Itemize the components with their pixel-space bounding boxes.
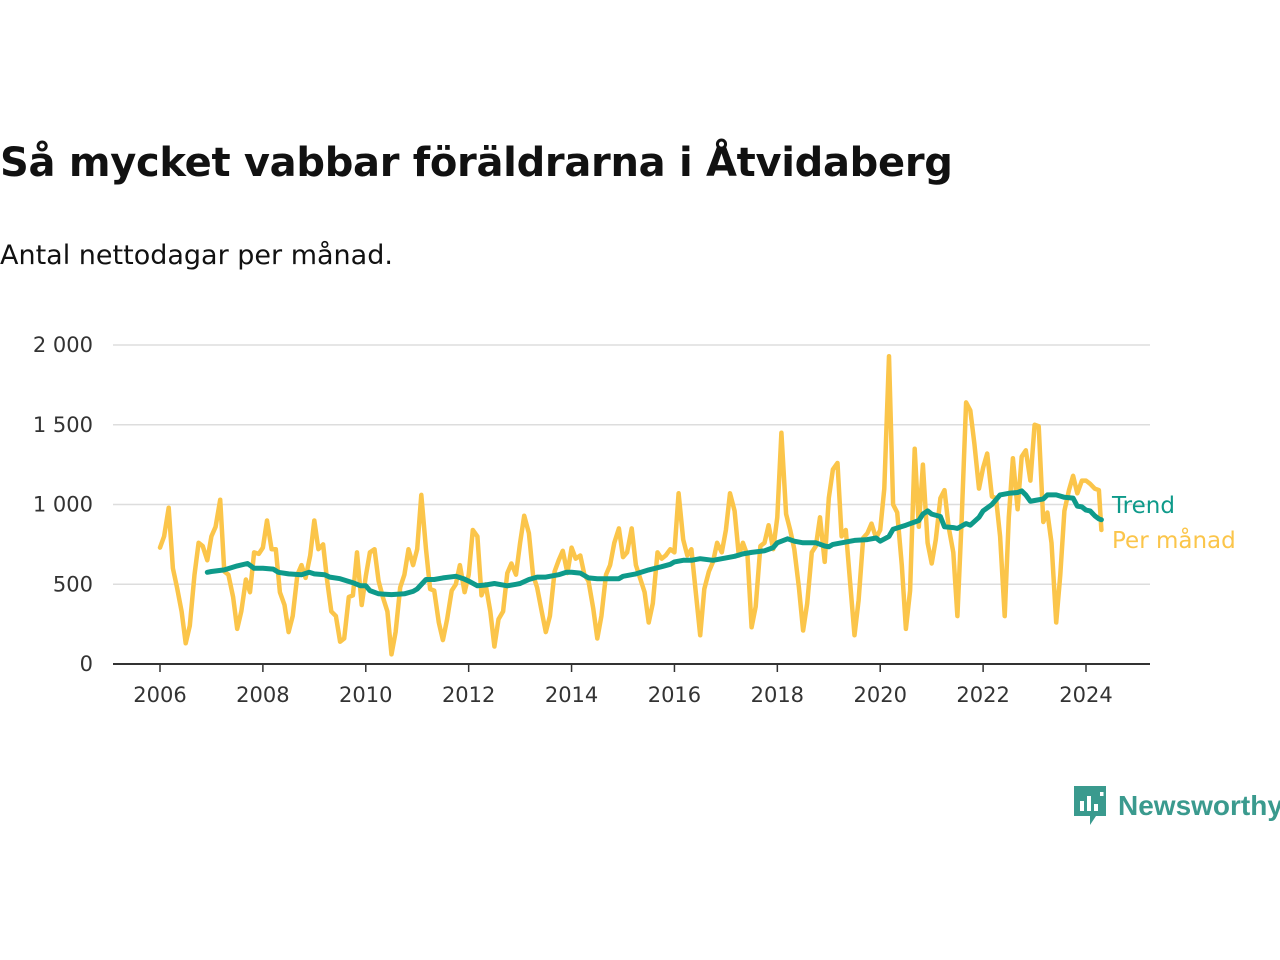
brand-logo: Newsworthy — [1072, 784, 1280, 828]
line-chart: 0 500 1 000 1 500 2 000 2006 2008 2010 2012 2014… — [33, 333, 1236, 707]
series-label: Trend — [1111, 493, 1175, 519]
series-label: Per månad — [1112, 526, 1236, 554]
brand-name: Newsworthy — [1118, 790, 1280, 821]
y-axis-tick-labels: 0 500 1 000 1 500 2 000 — [33, 333, 93, 676]
series-labels: Per månad Trend — [1111, 493, 1236, 554]
x-tick-label: 2020 — [853, 683, 906, 707]
x-tick-label: 2010 — [339, 683, 392, 707]
y-tick-label: 0 — [80, 652, 93, 676]
x-tick-label: 2018 — [751, 683, 804, 707]
y-tick-label: 2 000 — [33, 333, 93, 357]
x-tick-label: 2006 — [133, 683, 186, 707]
x-tick-label: 2016 — [648, 683, 701, 707]
x-tick-label: 2008 — [236, 683, 289, 707]
x-tick-label: 2012 — [442, 683, 495, 707]
x-tick-label: 2022 — [956, 683, 1009, 707]
x-tick-label: 2014 — [545, 683, 598, 707]
y-tick-label: 1 500 — [33, 413, 93, 437]
chart-title: Så mycket vabbar föräldrarna i Åtvidaber… — [0, 140, 953, 186]
x-tick-label: 2024 — [1059, 683, 1112, 707]
gridlines — [113, 344, 1150, 585]
newsworthy-logo-icon — [1074, 786, 1106, 825]
x-axis: 2006 2008 2010 2012 2014 2016 2018 2020 2022 2024 — [113, 663, 1150, 707]
series-line — [204, 488, 1104, 598]
chart-subtitle: Antal nettodagar per månad. — [0, 240, 393, 271]
y-tick-label: 1 000 — [33, 493, 93, 517]
y-tick-label: 500 — [53, 572, 93, 596]
series-line — [157, 353, 1104, 657]
series-lines — [157, 353, 1104, 657]
